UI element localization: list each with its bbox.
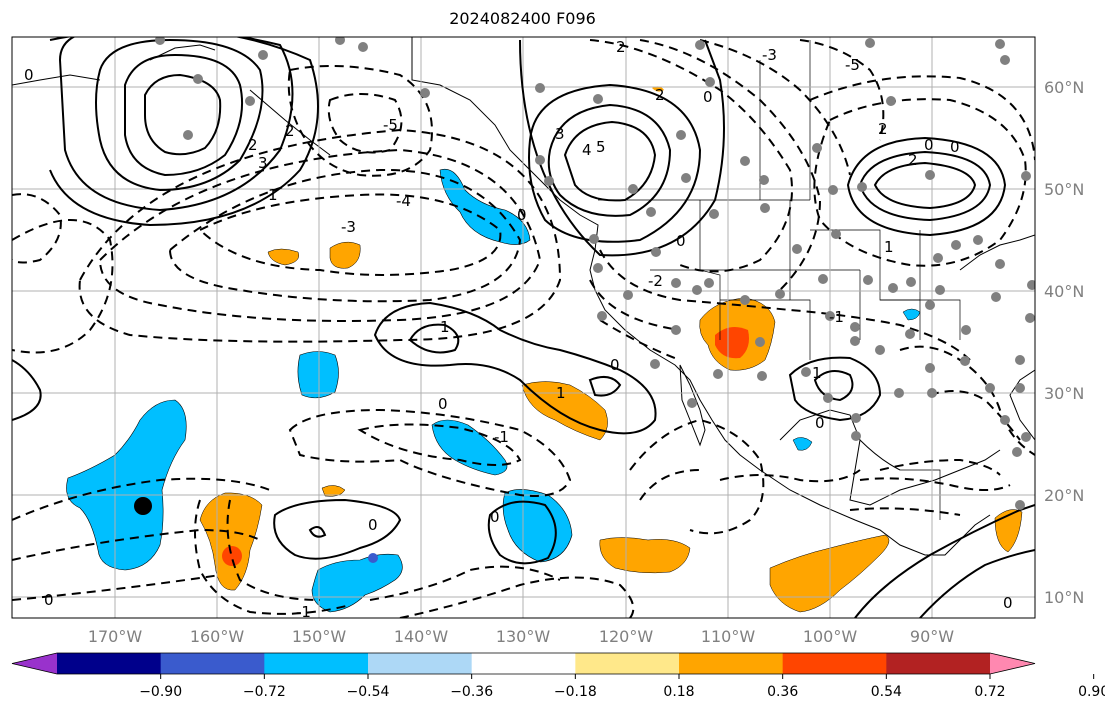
colorbar-tick-label: −0.36	[450, 684, 493, 700]
colorbar-segment	[368, 653, 473, 674]
colorbar-tick-label: 0.36	[767, 684, 798, 700]
svg-text:0: 0	[950, 138, 960, 156]
svg-text:-5: -5	[383, 116, 398, 134]
lat-label: 10°N	[1044, 588, 1084, 607]
colorbar-tick-label: −0.90	[139, 684, 182, 700]
colorbar: −0.90 −0.72 −0.54 −0.36 −0.18 0.18 0.36 0.54 0.7…	[11, 652, 1105, 700]
map-title: 2024082400 F096	[449, 9, 596, 28]
svg-text:0: 0	[676, 232, 686, 250]
colorbar-tick-label: 0.90	[1078, 684, 1105, 700]
positive-anomaly-shading	[199, 86, 1023, 613]
svg-text:2: 2	[248, 136, 258, 154]
svg-text:2: 2	[285, 122, 295, 140]
lon-label: 90°W	[910, 627, 954, 646]
colorbar-segment	[160, 653, 265, 674]
lat-label: 20°N	[1044, 486, 1084, 505]
svg-text:0: 0	[24, 66, 34, 84]
colorbar-segment	[886, 653, 991, 674]
svg-text:2: 2	[908, 151, 918, 169]
svg-text:2: 2	[878, 120, 888, 138]
colorbar-tick-label: 0.54	[871, 684, 902, 700]
lat-label: 40°N	[1044, 282, 1084, 301]
colorbar-tick-label: −0.18	[554, 684, 597, 700]
colorbar-segment	[782, 653, 887, 674]
svg-text:0: 0	[815, 414, 825, 432]
svg-text:1: 1	[884, 238, 894, 256]
svg-text:0: 0	[44, 591, 54, 609]
lat-label: 60°N	[1044, 78, 1084, 97]
contour-labels: 0 2 3 2 1 -3 -4 -5 1 0 -1 1 0 0 0 -1 0 0…	[24, 38, 1013, 621]
map-frame	[11, 36, 1036, 619]
svg-text:-1: -1	[829, 308, 844, 326]
svg-text:2: 2	[655, 86, 665, 104]
svg-text:0: 0	[438, 395, 448, 413]
station-markers	[155, 37, 1035, 510]
colorbar-segment	[679, 653, 784, 674]
svg-text:0: 0	[924, 136, 934, 154]
svg-text:-4: -4	[396, 192, 411, 210]
colorbar-segment	[12, 653, 57, 674]
lon-label: 110°W	[701, 627, 756, 646]
lon-label: 150°W	[292, 627, 347, 646]
colorbar-segment	[471, 653, 576, 674]
svg-text:0: 0	[368, 516, 378, 534]
lon-label: 140°W	[394, 627, 449, 646]
svg-text:-1: -1	[494, 428, 509, 446]
colorbar-ticks: −0.90 −0.72 −0.54 −0.36 −0.18 0.18 0.36 0.54 0.7…	[139, 674, 1105, 700]
solid-contours	[12, 37, 1035, 618]
svg-text:1: 1	[556, 384, 566, 402]
lat-label: 50°N	[1044, 180, 1084, 199]
longitude-labels: 170°W 160°W 150°W 140°W 130°W 120°W 110°…	[88, 627, 954, 646]
colorbar-segment	[264, 653, 369, 674]
svg-text:0: 0	[517, 206, 527, 224]
colorbar-outline	[11, 652, 1036, 675]
svg-text:3: 3	[258, 154, 268, 172]
colorbar-tick-label: −0.72	[243, 684, 286, 700]
lat-label: 30°N	[1044, 384, 1084, 403]
state-borders	[598, 40, 961, 520]
svg-text:3: 3	[555, 125, 565, 143]
colorbar-segment	[575, 653, 680, 674]
colorbar-segment	[57, 653, 162, 674]
svg-text:0: 0	[610, 356, 620, 374]
latitude-labels: 60°N 50°N 40°N 30°N 20°N 10°N	[1044, 78, 1084, 607]
svg-text:1: 1	[268, 186, 278, 204]
svg-text:-1: -1	[296, 603, 311, 621]
lon-label: 120°W	[599, 627, 654, 646]
colorbar-tick-label: −0.54	[347, 684, 390, 700]
svg-text:2: 2	[616, 38, 626, 56]
colorbar-segments	[11, 652, 1036, 675]
colorbar-segment	[990, 653, 1035, 674]
colorbar-tick-label: 0.72	[974, 684, 1005, 700]
lon-label: 130°W	[496, 627, 551, 646]
svg-text:-2: -2	[648, 272, 663, 290]
svg-text:-5: -5	[845, 56, 860, 74]
colorbar-tick-label: 0.18	[663, 684, 694, 700]
dashed-contours	[12, 39, 1035, 618]
coastlines	[12, 37, 1035, 556]
svg-text:0: 0	[490, 508, 500, 526]
svg-text:0: 0	[1003, 594, 1013, 612]
svg-text:0: 0	[703, 88, 713, 106]
lon-label: 170°W	[88, 627, 143, 646]
lon-label: 100°W	[803, 627, 858, 646]
svg-text:1: 1	[812, 364, 822, 382]
svg-text:-3: -3	[341, 218, 356, 236]
storm-center-marker	[134, 497, 152, 515]
negative-anomaly-shading	[66, 168, 921, 613]
svg-text:-3: -3	[762, 46, 777, 64]
lon-label: 160°W	[190, 627, 245, 646]
svg-text:1: 1	[440, 318, 450, 336]
svg-text:4: 4	[582, 141, 592, 159]
svg-text:5: 5	[596, 138, 606, 156]
